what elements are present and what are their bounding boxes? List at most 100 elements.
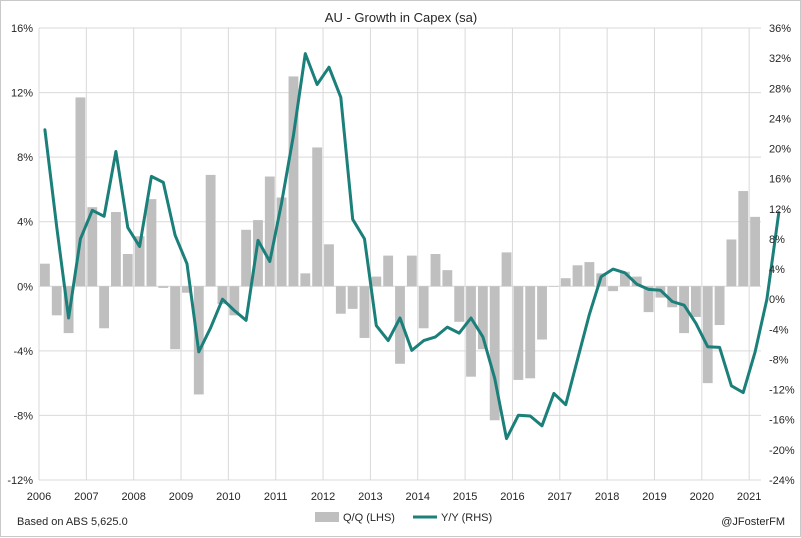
qoq-bar <box>371 276 382 287</box>
right-axis: 36% 32% 28% 24% 20% 16% 12% 8% 4% 0% -4% -8% -12% -16… <box>769 23 795 487</box>
right-tick-label: 0% <box>769 294 785 306</box>
qoq-bar <box>288 76 299 287</box>
year-tick-label: 2020 <box>690 491 714 503</box>
right-tick-label: 8% <box>769 234 785 246</box>
qoq-bar <box>134 236 145 287</box>
right-tick-label: 24% <box>769 113 791 125</box>
year-tick-label: 2012 <box>311 491 335 503</box>
year-tick-label: 2006 <box>27 491 51 503</box>
legend: Q/Q (LHS) Y/Y (RHS) <box>315 512 492 524</box>
right-tick-label: 20% <box>769 144 791 156</box>
qoq-bar <box>548 286 559 287</box>
qoq-bar <box>466 286 476 377</box>
qoq-bar <box>87 207 98 287</box>
qoq-bar <box>418 286 429 329</box>
qoq-bar <box>489 286 500 421</box>
x-axis: 2006 2007 2008 2009 2010 2011 2012 2013 2014 2015… <box>27 491 762 503</box>
qoq-bar <box>229 286 240 316</box>
qoq-bar <box>726 239 737 287</box>
qoq-bar <box>205 174 216 287</box>
qoq-bar <box>619 271 630 287</box>
qoq-bar <box>750 216 760 287</box>
left-tick-label: -4% <box>13 346 33 358</box>
legend-label-yoy: Y/Y (RHS) <box>441 512 492 524</box>
qoq-bar <box>560 278 571 287</box>
qoq-bar <box>111 212 121 287</box>
credit-note: @JFosterFM <box>721 516 785 528</box>
qoq-bar <box>99 286 110 329</box>
qoq-bar <box>122 254 133 287</box>
yoy-line <box>43 52 781 441</box>
qoq-bar <box>643 286 654 313</box>
right-tick-label: 28% <box>769 83 791 95</box>
qoq-bar <box>264 176 275 287</box>
year-tick-label: 2014 <box>406 491 430 503</box>
qoq-bar <box>300 273 311 287</box>
qoq-bar <box>158 286 169 288</box>
chart-title: AU - Growth in Capex (sa) <box>325 10 477 25</box>
right-tick-label: 4% <box>769 264 785 276</box>
qoq-bar <box>395 286 405 364</box>
qoq-bar <box>631 276 642 287</box>
qoq-bar <box>193 286 204 395</box>
right-tick-label: -12% <box>769 385 795 397</box>
qoq-bars <box>40 76 760 421</box>
qoq-bar <box>324 244 334 287</box>
left-tick-label: 12% <box>11 88 33 100</box>
year-tick-label: 2008 <box>121 491 145 503</box>
qoq-bar <box>738 191 749 287</box>
qoq-bar <box>501 252 512 287</box>
source-note: Based on ABS 5,625.0 <box>17 516 128 528</box>
qoq-bar <box>253 220 263 287</box>
qoq-bar <box>406 255 417 287</box>
qoq-bar <box>359 286 370 338</box>
year-tick-label: 2009 <box>169 491 193 503</box>
year-tick-label: 2017 <box>548 491 572 503</box>
qoq-bar <box>146 199 157 287</box>
right-tick-label: -4% <box>769 324 789 336</box>
left-tick-label: 0% <box>17 281 33 293</box>
right-tick-label: -24% <box>769 475 795 487</box>
year-tick-label: 2015 <box>453 491 477 503</box>
year-tick-label: 2016 <box>500 491 524 503</box>
qoq-bar <box>537 286 547 340</box>
right-tick-label: -8% <box>769 354 789 366</box>
left-axis: 16% 12% 8% 4% 0% -4% -8% -12% <box>7 23 33 487</box>
qoq-bar <box>51 286 62 316</box>
qoq-bar <box>430 254 441 287</box>
qoq-bar <box>335 286 346 314</box>
right-tick-label: -16% <box>769 415 795 427</box>
qoq-bar <box>182 286 192 293</box>
qoq-bar <box>312 147 323 287</box>
qoq-bar <box>383 255 394 287</box>
right-tick-label: 12% <box>769 204 791 216</box>
qoq-bar <box>690 286 701 317</box>
qoq-bar <box>40 263 50 287</box>
qoq-bar <box>714 286 725 326</box>
qoq-bar <box>442 270 453 287</box>
left-tick-label: -12% <box>7 475 33 487</box>
right-tick-label: -20% <box>769 445 795 457</box>
year-tick-label: 2021 <box>737 491 761 503</box>
year-tick-label: 2018 <box>595 491 619 503</box>
qoq-bar <box>525 286 536 379</box>
left-tick-label: 8% <box>17 152 33 164</box>
left-tick-label: 4% <box>17 217 33 229</box>
right-tick-label: 16% <box>769 174 791 186</box>
qoq-bar <box>608 286 618 292</box>
legend-label-qoq: Q/Q (LHS) <box>343 512 395 524</box>
legend-swatch-qoq <box>315 512 339 522</box>
year-tick-label: 2007 <box>74 491 98 503</box>
qoq-bar <box>702 286 713 384</box>
right-tick-label: 36% <box>769 23 791 35</box>
yoy-line-layer <box>43 52 781 441</box>
qoq-bar <box>572 265 583 287</box>
qoq-bar <box>454 286 465 322</box>
gridlines <box>38 27 761 481</box>
qoq-bar <box>679 286 689 334</box>
qoq-bar <box>513 286 524 380</box>
qoq-bar <box>75 97 86 287</box>
qoq-bar <box>347 286 358 309</box>
